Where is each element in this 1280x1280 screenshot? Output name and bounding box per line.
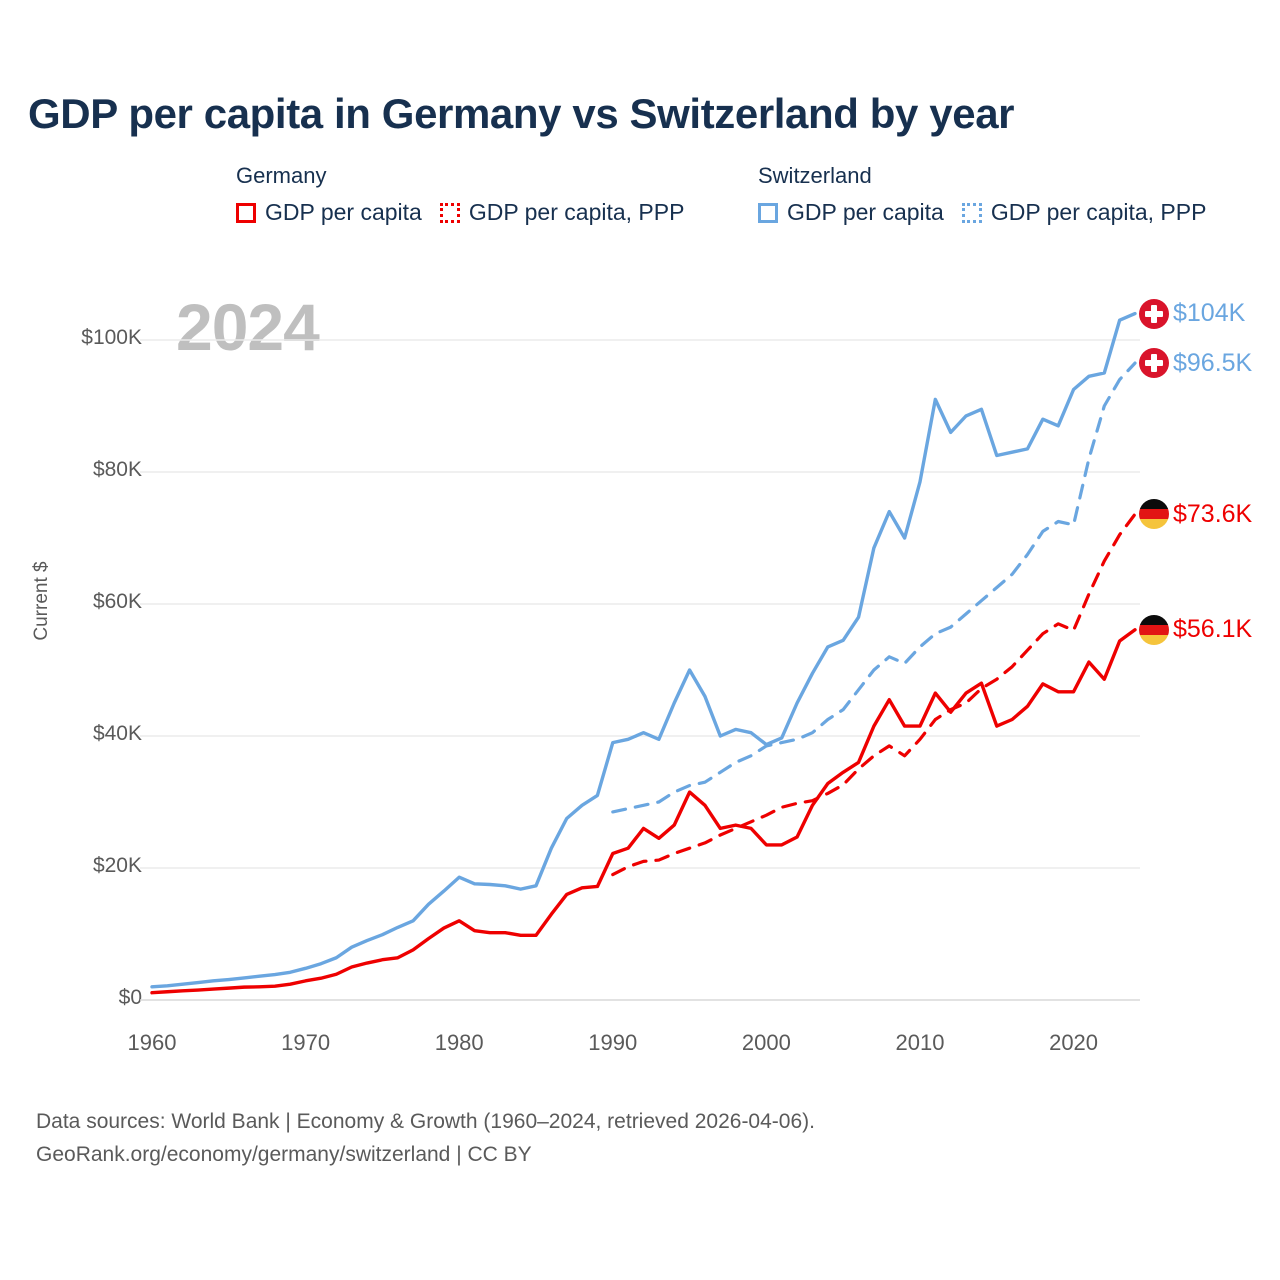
germany-flag-icon xyxy=(1139,614,1169,645)
y-axis-ticks: $0 $20K $40K $60K $80K $100K xyxy=(22,0,142,1280)
legend-swatch-solid-blue-icon xyxy=(758,202,778,223)
footer-sources: Data sources: World Bank | Economy & Gro… xyxy=(36,1106,815,1171)
legend-country-germany: Germany xyxy=(236,163,327,188)
x-axis-tick-label: 2020 xyxy=(1049,1030,1099,1055)
series-line xyxy=(611,512,1137,877)
y-axis-tick-label: $0 xyxy=(118,986,142,1009)
legend-item-germany-gdp[interactable]: GDP per capita xyxy=(236,199,422,226)
page-title: GDP per capita in Germany vs Switzerland… xyxy=(28,90,1015,137)
legend-item-switzerland-ppp[interactable]: GDP per capita, PPP xyxy=(961,199,1207,226)
x-axis-tick-label: 2010 xyxy=(895,1030,945,1055)
footer-line-1: Data sources: World Bank | Economy & Gro… xyxy=(36,1110,815,1133)
y-axis-tick-label: $20K xyxy=(92,854,142,877)
legend-label-switzerland-ppp: GDP per capita, PPP xyxy=(990,199,1207,225)
legend-label-switzerland-gdp: GDP per capita xyxy=(787,199,944,225)
legend-item-switzerland-gdp[interactable]: GDP per capita xyxy=(758,199,944,226)
switzerland-flag-icon xyxy=(1139,348,1169,379)
series-end-label: $96.5K xyxy=(1139,348,1253,379)
legend-label-germany-ppp: GDP per capita, PPP xyxy=(468,199,685,225)
legend-country-switzerland: Switzerland xyxy=(758,163,872,188)
germany-flag-icon xyxy=(1139,499,1169,530)
x-axis-tick-label: 1960 xyxy=(127,1030,177,1055)
series-end-value: $96.5K xyxy=(1173,348,1253,377)
series-end-value: $104K xyxy=(1173,299,1246,328)
legend-swatch-dotted-red-icon xyxy=(439,202,460,223)
y-axis-tick-label: $60K xyxy=(92,590,142,613)
series-line xyxy=(150,628,1137,995)
x-axis-tick-label: 1990 xyxy=(588,1030,638,1055)
legend-group-switzerland: Switzerland GDP per capita GDP per capit… xyxy=(758,163,1206,226)
x-axis-tick-label: 1980 xyxy=(434,1030,484,1055)
switzerland-flag-icon xyxy=(1139,298,1169,329)
chart-legend: Germany GDP per capita GDP per capita, P… xyxy=(236,163,1266,243)
x-axis-tick-label: 2000 xyxy=(741,1030,791,1055)
series-end-value: $56.1K xyxy=(1173,615,1253,644)
year-watermark: 2024 xyxy=(176,290,320,364)
legend-item-germany-ppp[interactable]: GDP per capita, PPP xyxy=(439,199,685,226)
legend-label-germany-gdp: GDP per capita xyxy=(265,199,422,225)
series-end-label: $56.1K xyxy=(1139,614,1253,645)
x-axis-tick-label: 1970 xyxy=(281,1030,331,1055)
legend-group-germany: Germany GDP per capita GDP per capita, P… xyxy=(236,163,684,226)
y-axis-tick-label: $100K xyxy=(81,326,142,349)
series-end-value: $73.6K xyxy=(1173,499,1253,528)
y-axis-tick-label: $80K xyxy=(92,458,142,481)
series-line xyxy=(150,311,1137,989)
legend-swatch-dotted-blue-icon xyxy=(961,202,982,223)
legend-swatch-solid-red-icon xyxy=(236,202,256,223)
y-axis-tick-label: $40K xyxy=(92,722,142,745)
footer-line-2: GeoRank.org/economy/germany/switzerland … xyxy=(36,1142,532,1166)
series-end-label: $104K xyxy=(1139,298,1246,329)
series-line xyxy=(611,361,1137,814)
series-end-label: $73.6K xyxy=(1139,499,1253,530)
